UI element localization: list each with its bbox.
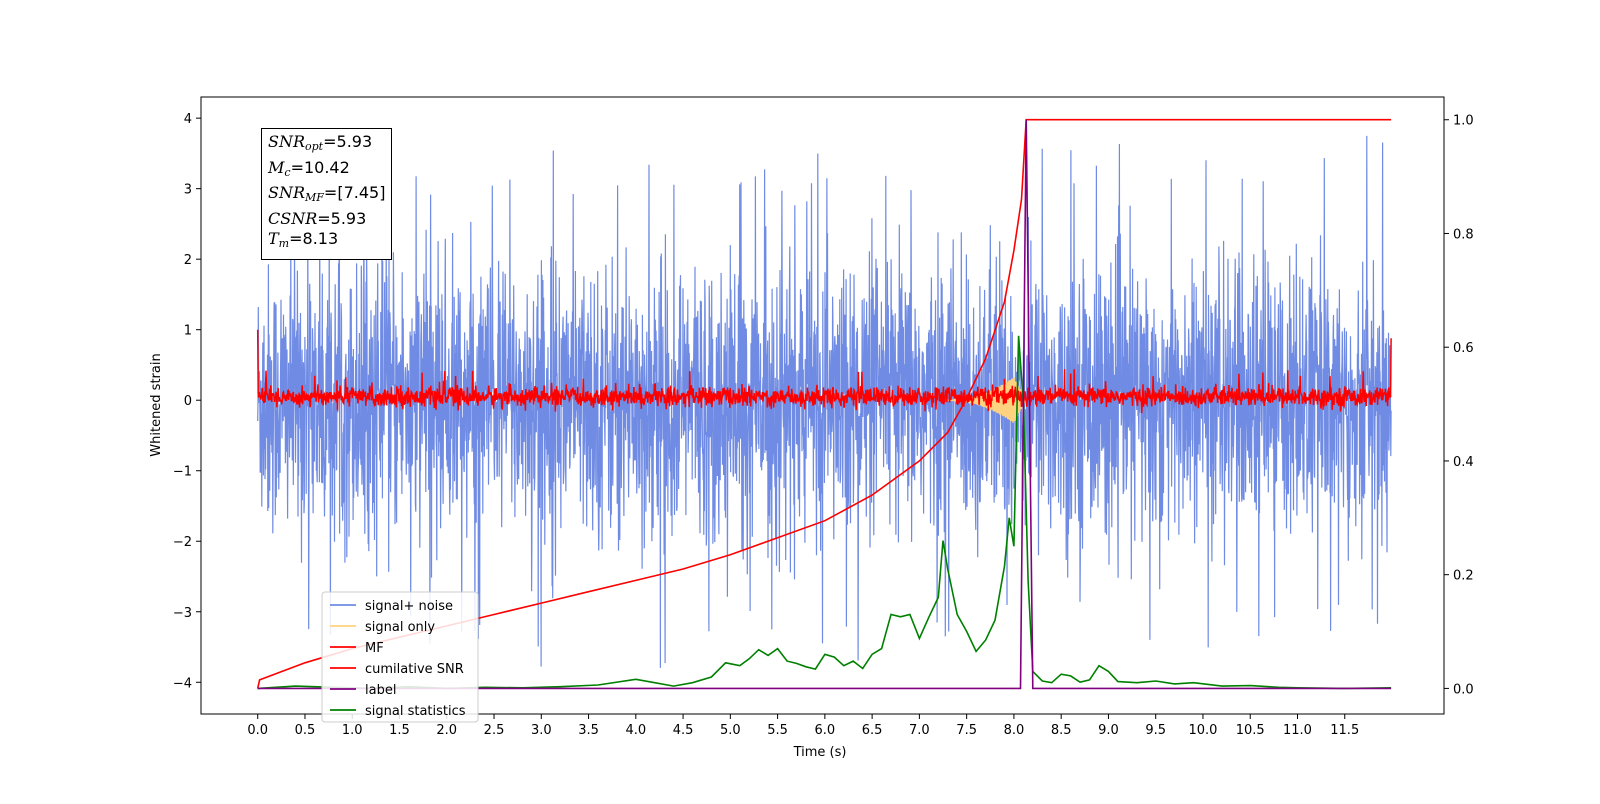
y2-tick-label: 0.4 [1453, 455, 1474, 470]
x-tick-label: 5.5 [767, 723, 788, 738]
x-tick-label: 6.0 [815, 723, 836, 738]
x-tick-label: 3.5 [578, 723, 599, 738]
y2-tick-label: 0.0 [1453, 682, 1474, 697]
x-axis: 0.0 0.5 1.0 1.5 2.0 2.5 3.0 3.5 4.0 4.5 5.0 5.5 6.0 6… [247, 714, 1359, 738]
tm-value: =8.13 [289, 229, 339, 248]
legend-label: MF [365, 641, 384, 656]
x-axis-label: Time (s) [793, 745, 847, 760]
legend-label: signal+ noise [365, 599, 453, 614]
snr-mf-value: =[7.45] [323, 183, 386, 202]
y-tick-label: 0 [184, 394, 192, 409]
y2-tick-label: 1.0 [1453, 114, 1474, 129]
y-axis-label: Whitened strain [149, 353, 164, 456]
x-tick-label: 11.0 [1283, 723, 1312, 738]
csnr-value: =5.93 [317, 208, 367, 228]
legend-label: signal only [365, 620, 435, 635]
y-tick-label: 2 [184, 253, 192, 268]
y-tick-label: 4 [184, 112, 192, 127]
x-tick-label: 7.5 [956, 723, 977, 738]
x-tick-label: 3.0 [531, 723, 552, 738]
x-tick-label: 7.0 [909, 723, 930, 738]
series-mf [256, 329, 1392, 414]
mc-line: Mc=10.42 [268, 157, 350, 179]
legend-label: label [365, 683, 396, 698]
y-tick-label: −4 [173, 676, 192, 691]
snr-opt-line: SNRopt=5.93 [268, 132, 373, 153]
x-tick-label: 6.5 [862, 723, 883, 738]
series-signal-noise [257, 134, 1392, 668]
y-tick-label: −1 [173, 465, 192, 480]
series-signal-statistics [257, 335, 1392, 690]
legend-box [321, 591, 479, 723]
y2-tick-label: 0.8 [1453, 227, 1474, 242]
x-tick-label: 10.0 [1188, 723, 1217, 738]
x-tick-label: 9.0 [1098, 723, 1119, 738]
x-tick-label: 2.5 [484, 723, 505, 738]
x-tick-label: 8.5 [1051, 723, 1072, 738]
x-tick-label: 11.5 [1330, 723, 1359, 738]
csnr-line: CSNR=5.93 [268, 208, 367, 228]
x-tick-label: 9.5 [1145, 723, 1166, 738]
y2-tick-label: 0.2 [1453, 569, 1474, 584]
x-tick-label: 4.0 [625, 723, 646, 738]
y2-axis: 0.0 0.2 0.4 0.6 0.8 1.0 [1444, 114, 1474, 697]
legend-label: signal statistics [365, 704, 466, 719]
y-tick-label: −3 [173, 606, 192, 621]
snr-mf-line: SNRMF=[7.45] [268, 183, 386, 204]
x-tick-label: 2.0 [436, 723, 457, 738]
tm-line: Tm=8.13 [268, 229, 339, 250]
legend: signal+ noise signal only MF cumilative SNR… [321, 591, 479, 723]
y-tick-label: 3 [184, 183, 192, 198]
plot-frame [200, 96, 1445, 715]
x-tick-label: 1.5 [389, 723, 410, 738]
y2-tick-label: 0.6 [1453, 341, 1474, 356]
x-tick-label: 8.0 [1004, 723, 1025, 738]
snr-annotation-box: SNRopt=5.93 Mc=10.42 SNRMF=[7.45] CSNR=5… [261, 128, 393, 260]
y-tick-label: 1 [184, 324, 192, 339]
x-tick-label: 5.0 [720, 723, 741, 738]
snr-opt-value: =5.93 [323, 132, 373, 151]
y-tick-label: −2 [173, 535, 192, 550]
y-axis: −4 −3 −2 −1 0 1 2 3 4 [173, 112, 201, 691]
mc-value: =10.42 [290, 157, 350, 177]
x-tick-label: 1.0 [342, 723, 363, 738]
x-tick-label: 0.5 [295, 723, 316, 738]
x-tick-label: 4.5 [673, 723, 694, 738]
legend-label: cumilative SNR [365, 662, 464, 677]
series-label [257, 119, 1392, 690]
x-tick-label: 10.5 [1236, 723, 1265, 738]
x-tick-label: 0.0 [247, 723, 268, 738]
